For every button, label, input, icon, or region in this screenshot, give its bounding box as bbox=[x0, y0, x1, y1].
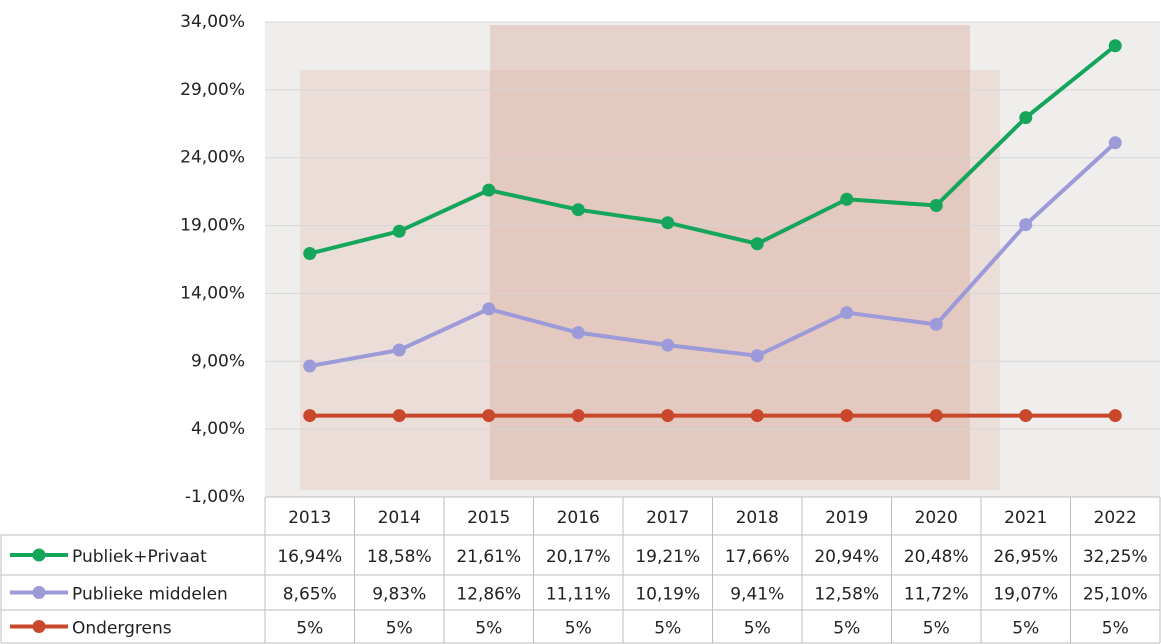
table-value: 8,65% bbox=[283, 585, 337, 605]
series-line bbox=[309, 44, 1117, 256]
data-point bbox=[661, 409, 675, 423]
data-point bbox=[303, 247, 317, 261]
data-point bbox=[1108, 409, 1122, 423]
table-value: 12,58% bbox=[814, 585, 879, 605]
table-value: 5% bbox=[1102, 619, 1129, 639]
y-tick-label: -1,00% bbox=[185, 487, 245, 507]
table-value: 5% bbox=[923, 619, 950, 639]
legend-swatch bbox=[32, 620, 46, 633]
y-tick-label: 24,00% bbox=[180, 148, 245, 168]
x-tick-label: 2022 bbox=[1094, 508, 1137, 528]
x-tick-label: 2015 bbox=[467, 508, 510, 528]
data-point bbox=[482, 302, 496, 316]
table-value: 5% bbox=[744, 619, 771, 639]
data-point bbox=[661, 216, 675, 230]
table-value: 25,10% bbox=[1083, 585, 1148, 605]
data-point bbox=[482, 409, 496, 423]
data-point bbox=[1019, 409, 1033, 423]
legend-swatch bbox=[32, 548, 46, 562]
data-point bbox=[571, 326, 585, 340]
data-point bbox=[392, 224, 406, 238]
table-value: 19,21% bbox=[635, 547, 700, 567]
table-value: 5% bbox=[386, 619, 413, 639]
x-tick-label: 2016 bbox=[557, 508, 600, 528]
series-line bbox=[309, 141, 1117, 369]
table-value: 20,17% bbox=[546, 547, 611, 567]
data-point bbox=[571, 409, 585, 423]
data-point bbox=[392, 343, 406, 357]
x-tick-label: 2018 bbox=[736, 508, 779, 528]
x-tick-label: 2019 bbox=[825, 508, 868, 528]
data-point bbox=[1019, 218, 1033, 232]
table-value: 10,19% bbox=[635, 585, 700, 605]
table-value: 5% bbox=[565, 619, 592, 639]
table-value: 19,07% bbox=[993, 585, 1058, 605]
data-point bbox=[840, 306, 854, 320]
y-tick-label: 4,00% bbox=[191, 419, 245, 439]
data-point bbox=[840, 192, 854, 206]
table-value: 11,72% bbox=[904, 585, 969, 605]
table-value: 18,58% bbox=[367, 547, 432, 567]
table-value: 12,86% bbox=[456, 585, 521, 605]
data-point bbox=[929, 409, 943, 423]
data-point bbox=[482, 183, 496, 197]
data-point bbox=[571, 203, 585, 217]
data-point bbox=[661, 338, 675, 352]
data-point bbox=[750, 349, 764, 363]
data-point bbox=[1108, 39, 1122, 53]
data-point bbox=[392, 409, 406, 423]
table-value: 17,66% bbox=[725, 547, 790, 567]
y-tick-label: 9,00% bbox=[191, 351, 245, 371]
table-value: 5% bbox=[296, 619, 323, 639]
table-value: 9,41% bbox=[730, 585, 784, 605]
legend-label: Publiek+Privaat bbox=[72, 547, 207, 567]
data-point bbox=[750, 237, 764, 251]
data-point bbox=[303, 409, 317, 423]
table-value: 5% bbox=[475, 619, 502, 639]
data-point bbox=[303, 359, 317, 373]
y-tick-label: 19,00% bbox=[180, 216, 245, 236]
table-value: 26,95% bbox=[993, 547, 1058, 567]
table-value: 5% bbox=[1012, 619, 1039, 639]
table-value: 20,48% bbox=[904, 547, 969, 567]
data-point bbox=[929, 198, 943, 212]
table-value: 5% bbox=[654, 619, 681, 639]
legend-swatch bbox=[32, 586, 46, 599]
table-value: 11,11% bbox=[546, 585, 611, 605]
x-tick-label: 2013 bbox=[288, 508, 331, 528]
x-tick-label: 2014 bbox=[378, 508, 421, 528]
table-value: 20,94% bbox=[814, 547, 879, 567]
data-point bbox=[1019, 111, 1033, 125]
background-picture bbox=[490, 25, 970, 480]
table-value: 9,83% bbox=[372, 585, 426, 605]
table-value: 32,25% bbox=[1083, 547, 1148, 567]
y-tick-label: 14,00% bbox=[180, 283, 245, 303]
y-tick-label: 34,00% bbox=[180, 12, 245, 32]
table-value: 16,94% bbox=[277, 547, 342, 567]
table-value: 21,61% bbox=[456, 547, 521, 567]
x-tick-label: 2017 bbox=[646, 508, 689, 528]
table-value: 5% bbox=[833, 619, 860, 639]
y-tick-label: 29,00% bbox=[180, 80, 245, 100]
data-point bbox=[750, 409, 764, 423]
legend-label: Ondergrens bbox=[72, 619, 172, 639]
data-point bbox=[840, 409, 854, 423]
data-point bbox=[929, 317, 943, 331]
x-tick-label: 2021 bbox=[1004, 508, 1047, 528]
x-tick-label: 2020 bbox=[915, 508, 958, 528]
legend-label: Publieke middelen bbox=[72, 585, 228, 605]
data-point bbox=[1108, 136, 1122, 150]
